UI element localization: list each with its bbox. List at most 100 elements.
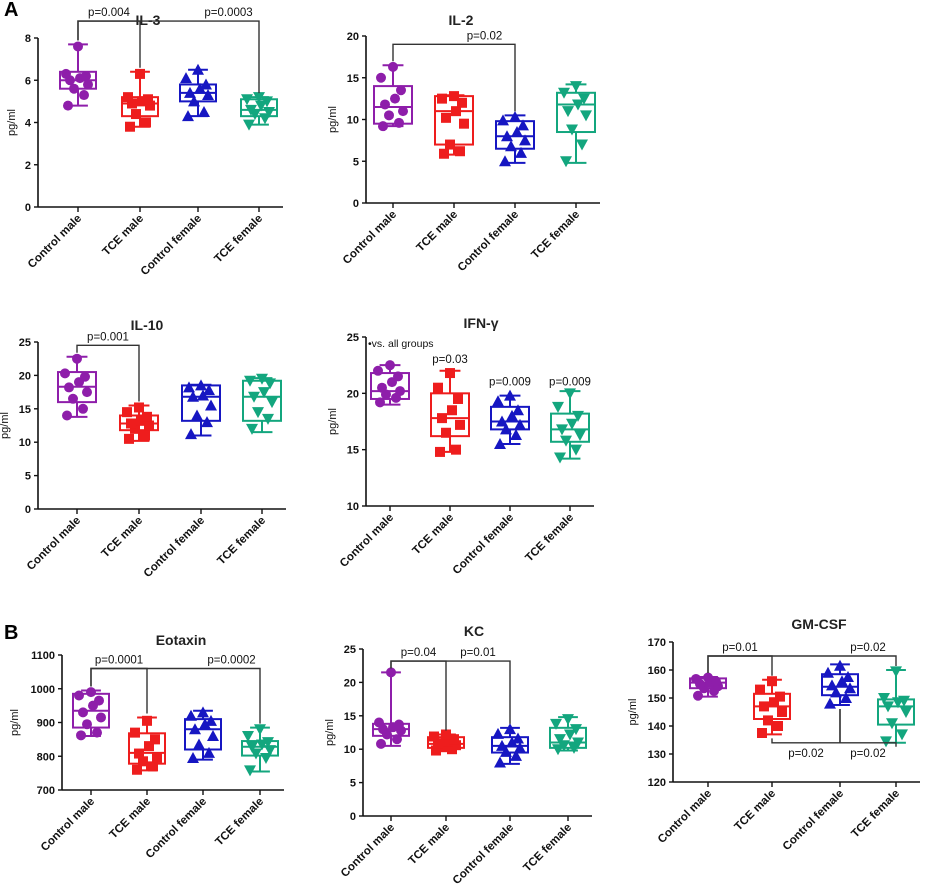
data-point (882, 701, 894, 713)
significance-bracket (707, 655, 897, 673)
data-point (150, 734, 160, 745)
data-point (504, 389, 516, 401)
data-point (392, 734, 402, 745)
box-iqr (549, 726, 587, 749)
data-point (429, 731, 439, 742)
data-point (494, 756, 506, 768)
data-point (134, 748, 144, 759)
data-point (775, 691, 785, 702)
data-point (509, 110, 521, 122)
panel-label-b: B (4, 622, 19, 644)
data-point (449, 734, 459, 745)
data-point (126, 418, 136, 429)
data-point (76, 730, 86, 741)
box-tce-male (430, 368, 470, 457)
significance-bracket (839, 709, 897, 747)
data-point (127, 98, 137, 109)
p-value-label: p=0.01 (460, 647, 496, 659)
x-tick-label: TCE male (108, 796, 154, 842)
data-point (200, 78, 212, 90)
data-point (145, 100, 155, 111)
data-point (255, 100, 267, 112)
data-point (572, 737, 584, 749)
data-point (131, 109, 141, 120)
data-point (492, 727, 504, 739)
data-point (451, 444, 461, 455)
data-point (453, 393, 463, 404)
data-point (441, 112, 451, 123)
data-point (395, 386, 405, 397)
y-tick-label: 10 (344, 744, 356, 756)
data-point (82, 719, 92, 730)
data-point (390, 93, 400, 104)
box-tce-female (240, 92, 278, 131)
x-tick-label: Control female (144, 796, 209, 861)
significance-bracket (707, 655, 773, 676)
p-value-label: p=0.0003 (204, 7, 252, 19)
data-point (711, 676, 721, 687)
y-tick-label: 10 (347, 115, 359, 127)
box-control-male (373, 61, 413, 132)
data-point (506, 736, 518, 748)
data-point (386, 667, 396, 678)
box-iqr (550, 412, 590, 443)
p-value-label: p=0.01 (722, 642, 758, 654)
x-tick-label: TCE female (215, 515, 268, 568)
data-point (435, 446, 445, 457)
data-point (572, 99, 584, 111)
data-point (443, 736, 453, 747)
chart-il3: IL-3 0 2 4 6 8 pg/ml Control male TCE maleContro… (6, 7, 283, 278)
data-point (241, 94, 253, 106)
chart-title: IL-3 (136, 12, 161, 28)
p-value-label: p=0.0002 (207, 655, 255, 667)
chart-eotaxin: Eotaxin 700 800 900 1000 1100 pg/ml Control mal… (9, 632, 284, 861)
data-point (560, 156, 572, 168)
data-point (195, 379, 207, 391)
box-control-male (370, 360, 410, 408)
data-point (880, 736, 892, 748)
y-tick-label: 4 (25, 118, 32, 130)
data-point (180, 72, 192, 84)
data-point (82, 387, 92, 398)
data-point (81, 71, 91, 82)
data-point (374, 717, 384, 728)
data-point (455, 146, 465, 157)
data-point (142, 715, 152, 726)
data-point (185, 709, 197, 721)
x-tick-label: Control female (456, 209, 521, 274)
box-control-male (72, 687, 110, 741)
data-point (580, 110, 592, 122)
data-point (144, 741, 154, 752)
data-point (560, 435, 572, 447)
data-point (496, 415, 508, 427)
data-point (191, 409, 203, 421)
box-iqr (373, 85, 413, 125)
data-point (439, 148, 449, 159)
chart-title: IL-10 (131, 317, 164, 333)
data-point (556, 424, 568, 436)
box-control-male (57, 353, 97, 421)
data-point (260, 752, 272, 764)
data-point (878, 693, 890, 704)
data-point (69, 83, 79, 94)
significance-bracket (76, 344, 140, 402)
data-point (773, 721, 783, 731)
data-point (552, 401, 564, 413)
data-point (457, 97, 467, 108)
p-value-label: p=0.02 (850, 748, 886, 760)
p-value-label: p=0.009 (549, 376, 591, 388)
data-point (898, 695, 910, 707)
significance-bracket (392, 43, 516, 112)
data-point (261, 96, 273, 108)
x-tick-label: Control female (781, 788, 846, 853)
data-point (122, 407, 132, 418)
p-value-label: p=0.0001 (95, 655, 143, 667)
data-point (203, 384, 215, 396)
data-point (570, 724, 582, 736)
data-point (570, 81, 582, 93)
data-point (558, 87, 570, 99)
box-tce-female (242, 373, 282, 435)
data-point (500, 745, 512, 757)
data-point (144, 420, 154, 431)
significance-bracket (90, 667, 261, 724)
